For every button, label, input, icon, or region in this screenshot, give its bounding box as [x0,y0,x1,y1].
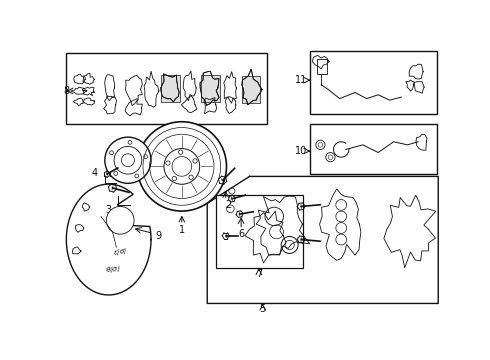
Circle shape [164,149,200,184]
Text: $\epsilon/\sigma/$: $\epsilon/\sigma/$ [113,246,129,258]
Bar [311,51,438,114]
Polygon shape [66,184,151,295]
Bar [217,195,303,268]
Bar [242,76,260,103]
Text: 2: 2 [226,200,232,210]
Text: 8: 8 [63,86,70,96]
Text: 4: 4 [92,168,98,178]
Text: 3: 3 [106,204,112,215]
Circle shape [137,122,226,211]
Circle shape [106,206,134,234]
Text: 6: 6 [238,229,244,239]
Text: 11: 11 [295,75,307,85]
Text: $\theta/\sigma/$: $\theta/\sigma/$ [105,264,121,275]
Text: 10: 10 [295,146,307,156]
Text: 7: 7 [256,269,262,279]
Circle shape [105,137,151,183]
Text: 1: 1 [179,225,185,235]
Text: 9: 9 [156,231,162,241]
Text: 5: 5 [260,304,266,314]
Bar [161,75,179,102]
Bar [66,53,267,124]
Bar [317,59,326,74]
Polygon shape [207,176,438,303]
Bar [311,124,438,174]
Bar [201,75,220,102]
